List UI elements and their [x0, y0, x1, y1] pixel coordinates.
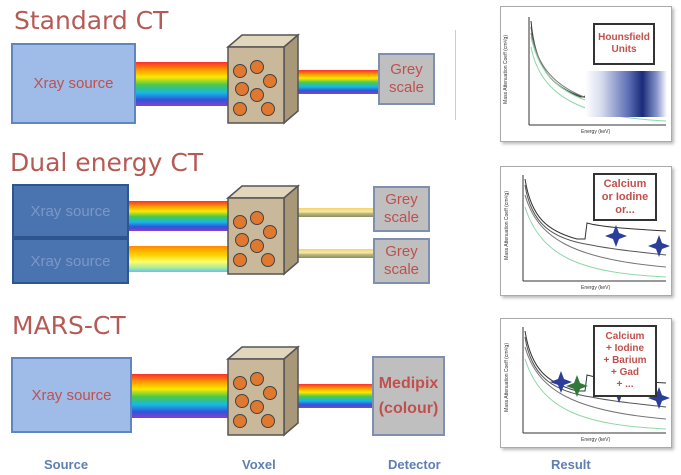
xray-beam-mars	[132, 374, 231, 418]
result-label-line: or Iodine	[601, 190, 649, 203]
result-label-line: + Iodine	[605, 343, 645, 354]
detector-medipix: Medipix (colour)	[372, 356, 445, 436]
result-plot-mars: Calcium + Iodine + Barium + Gad + ... Ma…	[500, 318, 672, 448]
result-label-line: + Gad	[610, 367, 640, 378]
result-label-line: Calcium	[605, 331, 645, 342]
xray-source-dual-bottom: Xray source	[12, 238, 129, 284]
detector-dual-top: Grey scale	[373, 186, 430, 232]
plot-ylabel: Mass Attenuation Coeff (cm²/g)	[504, 191, 510, 260]
detector-label-line1: Grey	[390, 61, 423, 78]
detector-label-line2: (colour)	[378, 400, 439, 417]
plot-xlabel: Energy (keV)	[581, 285, 611, 291]
result-label-line: Hounsfield	[598, 32, 650, 43]
divider	[455, 30, 456, 120]
detector-label-line1: Grey	[385, 191, 418, 208]
detector-label-line1: Medipix	[378, 375, 439, 392]
plot-ylabel: Mass Attenuation Coeff (cm²/g)	[503, 35, 509, 104]
voxel-cube-standard	[225, 33, 301, 125]
detector-label-line1: Grey	[385, 243, 418, 260]
detector-label-line2: scale	[383, 209, 420, 226]
detector-standard: Grey scale	[378, 53, 435, 105]
footer-voxel: Voxel	[242, 457, 276, 472]
footer-result: Result	[551, 457, 591, 472]
xray-source-standard: Xray source	[11, 43, 136, 124]
result-label-calcium-iodine: Calcium or Iodine or...	[593, 173, 657, 221]
transmitted-beam-standard	[293, 70, 380, 94]
result-label-multi-material: Calcium + Iodine + Barium + Gad + ...	[593, 325, 657, 397]
voxel-cube-mars	[225, 345, 301, 437]
footer-source: Source	[44, 457, 89, 472]
result-label-line: or...	[615, 203, 635, 216]
plot-xlabel: Energy (keV)	[581, 129, 611, 135]
xray-source-label: Xray source	[33, 75, 114, 92]
xray-source-mars: Xray source	[11, 357, 132, 433]
xray-beam-standard	[136, 62, 229, 106]
title-standard-ct: Standard CT	[14, 6, 169, 35]
xray-source-label: Xray source	[31, 386, 112, 404]
result-label-line: Units	[611, 44, 637, 55]
footer-detector: Detector	[388, 457, 441, 472]
transmitted-beam-dual-top	[292, 208, 374, 217]
xray-source-label: Xray source	[30, 202, 111, 220]
result-label-line: + Barium	[603, 355, 647, 366]
detector-dual-bottom: Grey scale	[373, 238, 430, 284]
greyscale-gradient-bar	[585, 71, 667, 117]
result-label-line: + ...	[616, 379, 634, 390]
detector-label-line2: scale	[383, 261, 420, 278]
xray-source-dual-top: Xray source	[12, 184, 129, 238]
title-dual-energy-ct: Dual energy CT	[10, 148, 204, 177]
transmitted-beam-mars	[293, 384, 373, 408]
plot-ylabel: Mass Attenuation Coeff (cm²/g)	[504, 343, 510, 412]
transmitted-beam-dual-bottom	[292, 249, 374, 258]
xray-beam-dual-top	[129, 201, 231, 231]
plot-xlabel: Energy (keV)	[581, 437, 611, 443]
voxel-cube-dual	[225, 184, 301, 276]
xray-source-label: Xray source	[30, 252, 111, 270]
result-plot-standard: Hounsfield Units Mass Attenuation Coeff …	[500, 6, 672, 142]
detector-label-line2: scale	[388, 79, 425, 96]
result-plot-dual: Calcium or Iodine or... Mass Attenuation…	[500, 166, 672, 296]
result-label-hounsfield: Hounsfield Units	[593, 23, 655, 65]
result-label-line: Calcium	[603, 177, 647, 190]
xray-beam-dual-bottom	[129, 246, 231, 272]
title-mars-ct: MARS-CT	[12, 311, 126, 340]
